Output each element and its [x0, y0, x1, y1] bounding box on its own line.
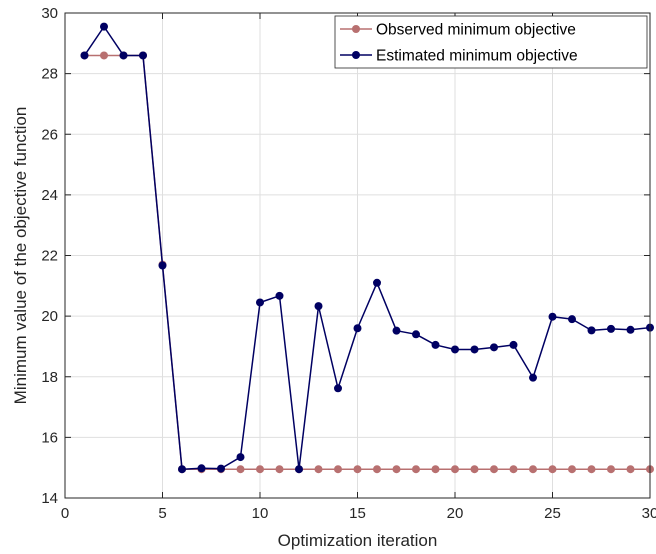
legend-label-estimated: Estimated minimum objective [376, 48, 578, 65]
data-point [373, 465, 381, 474]
legend-swatch-marker-estimated [352, 51, 360, 59]
data-point [217, 464, 225, 473]
data-point [529, 465, 537, 474]
y-axis-title: Minimum value of the objective function [11, 107, 30, 405]
data-point [412, 465, 420, 474]
y-tick-label: 20 [41, 308, 58, 325]
legend-swatch-marker-observed [352, 25, 360, 33]
data-point [607, 465, 615, 474]
x-tick-label: 15 [349, 505, 366, 522]
data-point [470, 465, 479, 474]
data-point [334, 384, 342, 393]
data-point [626, 325, 635, 334]
data-point [256, 465, 264, 474]
data-point [548, 312, 557, 321]
tick-labels: 0 5 10 15 20 25 30 14 16 18 20 22 24 26 28 30 [41, 5, 656, 522]
data-point [119, 51, 128, 60]
data-point [509, 465, 518, 474]
x-tick-label: 30 [642, 505, 656, 522]
data-point [490, 343, 498, 352]
data-point [587, 326, 596, 335]
data-point [568, 465, 576, 474]
data-point [353, 324, 362, 333]
x-axis-title: Optimization iteration [278, 531, 438, 550]
y-tick-label: 26 [41, 126, 58, 143]
data-point [256, 298, 264, 307]
data-point [100, 22, 108, 31]
data-point [80, 51, 89, 60]
data-point [451, 345, 459, 354]
data-point [412, 330, 420, 339]
y-tick-label: 14 [41, 490, 58, 507]
y-tick-label: 24 [41, 187, 58, 204]
y-tick-label: 28 [41, 66, 58, 83]
data-point [490, 465, 498, 474]
x-tick-label: 25 [544, 505, 561, 522]
y-tick-label: 16 [41, 429, 58, 446]
legend-box [334, 15, 648, 69]
data-point [295, 465, 303, 474]
data-point [431, 340, 440, 349]
data-point [275, 291, 284, 300]
data-point [197, 464, 206, 473]
data-point [334, 465, 342, 474]
data-point [587, 465, 596, 474]
data-point [314, 302, 323, 311]
legend: Observed minimum objective Estimated min… [334, 15, 648, 69]
data-point [158, 261, 167, 270]
data-point [529, 373, 537, 382]
data-point [607, 324, 615, 333]
y-tick-label: 30 [41, 5, 58, 22]
data-point [548, 465, 557, 474]
data-point [373, 278, 381, 287]
x-tick-label: 20 [447, 505, 464, 522]
data-point [236, 453, 245, 462]
y-tick-label: 22 [41, 248, 58, 265]
y-tick-label: 18 [41, 369, 58, 386]
data-point [626, 465, 635, 474]
legend-label-observed: Observed minimum objective [376, 22, 576, 39]
x-tick-label: 5 [158, 505, 166, 522]
data-point [314, 465, 323, 474]
data-point [392, 465, 401, 474]
data-point [100, 51, 108, 60]
data-point [470, 345, 479, 354]
data-point [431, 465, 440, 474]
data-point [236, 465, 245, 474]
data-point [178, 465, 186, 474]
x-tick-label: 0 [61, 505, 69, 522]
axis-ticks [64, 12, 651, 499]
data-point [139, 51, 147, 60]
data-point [392, 326, 401, 335]
data-point [568, 315, 576, 324]
x-tick-label: 10 [252, 505, 269, 522]
data-point [451, 465, 459, 474]
data-point [509, 340, 518, 349]
data-point [275, 465, 284, 474]
data-point [353, 465, 362, 474]
